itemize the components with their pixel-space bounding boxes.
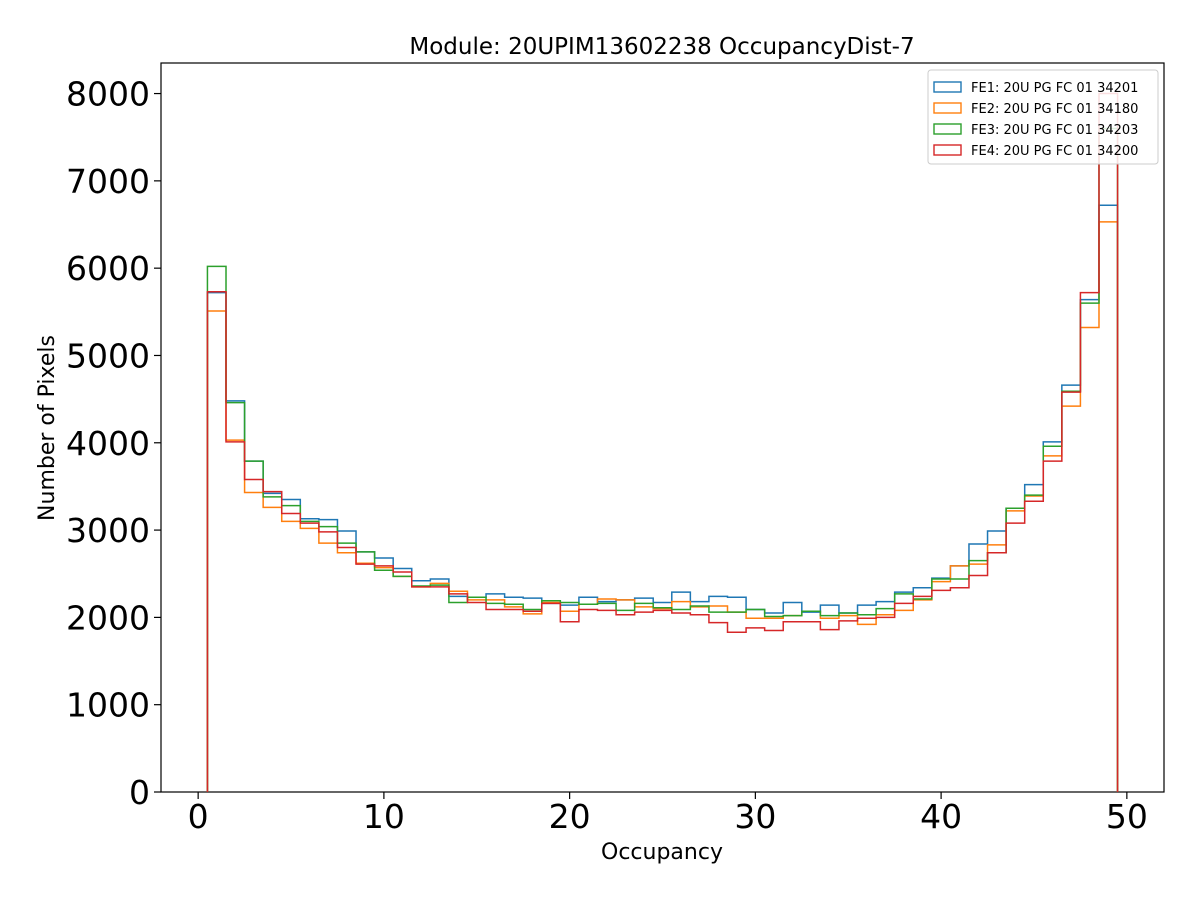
series-line-fe4: [206, 92, 1119, 792]
y-tick-label: 1000: [66, 686, 150, 725]
y-axis-title: Number of Pixels: [35, 335, 60, 521]
legend-swatch-fe4: [933, 144, 962, 156]
y-tick-label: 8000: [66, 75, 150, 114]
y-tick-label: 2000: [66, 598, 150, 637]
y-tick-label: 7000: [66, 162, 150, 201]
y-tick-label: 5000: [66, 336, 150, 375]
y-tick-label: 0: [129, 773, 150, 812]
legend-label-fe1: FE1: 20U PG FC 01 34201: [971, 81, 1138, 96]
plot-area: [160, 62, 1165, 793]
legend-swatch-fe3: [933, 123, 962, 135]
x-tick-label: 10: [363, 797, 405, 836]
x-tick-label: 0: [188, 797, 209, 836]
x-axis: 0 10 20 30 40 50: [188, 792, 1148, 836]
x-tick-label: 30: [734, 797, 776, 836]
x-tick-label: 20: [549, 797, 591, 836]
legend-swatch-fe1: [933, 81, 962, 93]
y-tick-label: 4000: [66, 424, 150, 463]
y-tick-label: 3000: [66, 511, 150, 550]
legend-label-fe2: FE2: 20U PG FC 01 34180: [971, 102, 1138, 117]
x-axis-title: Occupancy: [601, 840, 723, 865]
plot-frame: [160, 62, 1165, 793]
legend-box: [927, 69, 1159, 165]
x-tick-label: 40: [920, 797, 962, 836]
y-axis: 0 1000 2000 3000 4000 5000 6000 7000 8000: [66, 75, 161, 812]
series-line-fe3: [206, 127, 1119, 792]
y-tick-label: 6000: [66, 249, 150, 288]
legend-label-fe4: FE4: 20U PG FC 01 34200: [971, 144, 1138, 159]
legend: FE1: 20U PG FC 01 34201 FE2: 20U PG FC 01…: [927, 69, 1159, 165]
legend-swatch-fe2: [933, 102, 962, 114]
chart-title: Module: 20UPIM13602238 OccupancyDist-7: [409, 34, 914, 60]
x-tick-label: 50: [1106, 797, 1148, 836]
legend-label-fe3: FE3: 20U PG FC 01 34203: [971, 123, 1138, 138]
series-line-fe1: [206, 204, 1119, 792]
series-layer: [206, 92, 1119, 792]
